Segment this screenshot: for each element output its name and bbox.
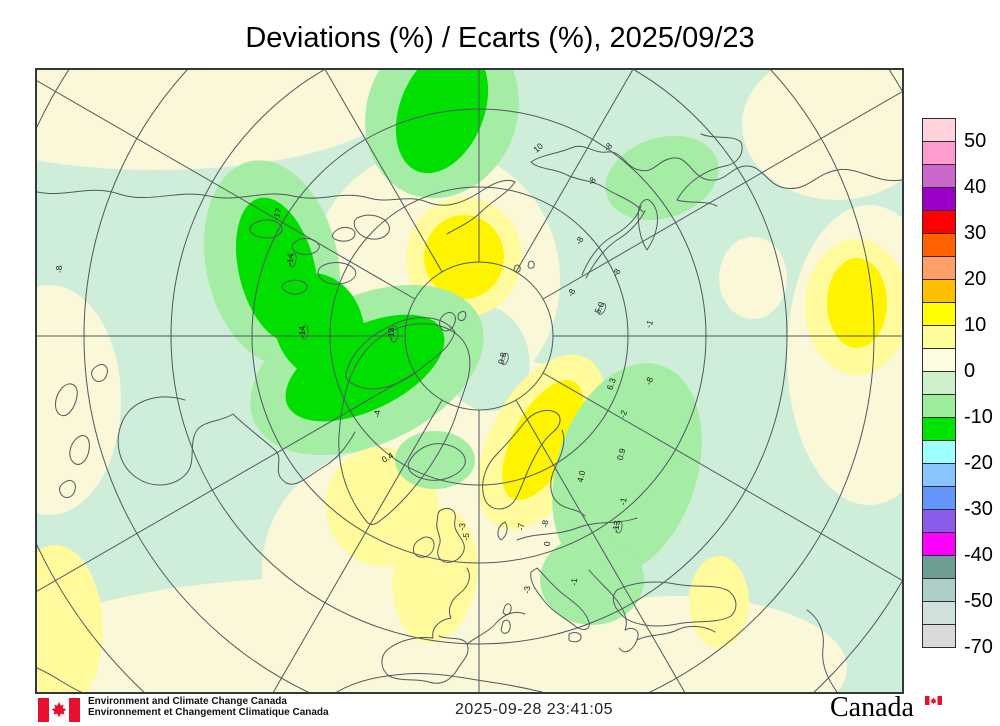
- contour-value-label: -14: [284, 253, 295, 266]
- colorbar-swatch: [922, 417, 956, 441]
- colorbar-tick-label: 0: [964, 360, 976, 382]
- contour-value-label: 0: [542, 541, 552, 547]
- colorbar-tick-label: -40: [964, 544, 993, 566]
- contour-value-label: 5.0: [592, 300, 606, 315]
- colorbar-swatch: [922, 578, 956, 602]
- generation-timestamp: 2025-09-28 23:41:05: [455, 701, 614, 718]
- colorbar-swatches: [922, 118, 1000, 648]
- meridian-line: [542, 372, 902, 581]
- colorbar-swatch: [922, 325, 956, 349]
- department-name: Environment and Climate Change Canada En…: [88, 696, 329, 718]
- colorbar-swatch: [922, 371, 956, 395]
- contour-value-label: 6.3: [604, 376, 618, 391]
- colorbar-tick-label: 30: [964, 222, 987, 244]
- footer-bar: Environment and Climate Change Canada En…: [0, 692, 1000, 726]
- meridian-line: [37, 80, 416, 300]
- meridian-line: [542, 91, 902, 300]
- contour-value-label: -13: [610, 520, 622, 534]
- fill-yellow-cores: [424, 215, 887, 500]
- colorbar-swatch: [922, 164, 956, 188]
- contour-value-label: -7: [516, 522, 527, 531]
- colorbar-tick-label: -30: [964, 498, 993, 520]
- graticule: [37, 70, 902, 692]
- colorbar-tick-label: -50: [964, 590, 993, 612]
- contour-value-label: -8: [565, 287, 577, 298]
- colorbar-tick-label: -10: [964, 406, 993, 428]
- colorbar-swatch: [922, 555, 956, 579]
- contour-value-label: 4.0: [575, 469, 587, 483]
- contour-value-label: -8: [573, 234, 586, 246]
- colorbar-swatch: [922, 509, 956, 533]
- colorbar-swatch: [922, 256, 956, 280]
- contour-value-label: -3: [457, 522, 468, 531]
- colorbar-tick-label: 40: [964, 176, 987, 198]
- colorbar-swatch: [922, 601, 956, 625]
- canada-flag-icon: [38, 698, 80, 722]
- colorbar-swatch: [922, 532, 956, 556]
- contour-value-label: -2: [617, 409, 629, 420]
- contour-value-label: -1: [643, 318, 655, 329]
- contour-rings: [289, 252, 623, 534]
- colorbar-swatch: [922, 348, 956, 372]
- contour-value-label: -5: [461, 532, 472, 541]
- colorbar-swatch: [922, 141, 956, 165]
- contour-value-label: 0.9: [615, 447, 628, 461]
- colorbar-swatch: [922, 394, 956, 418]
- wordmark-flag-icon: [925, 696, 942, 705]
- contour-value-label: -14: [297, 326, 307, 339]
- contour-value-label: -1: [617, 497, 628, 506]
- meridian-line: [515, 399, 686, 692]
- department-name-en: Environment and Climate Change Canada: [88, 696, 287, 707]
- contour-value-label: -8: [610, 266, 623, 278]
- colorbar-swatch: [922, 233, 956, 257]
- contour-value-label: -3: [522, 585, 533, 594]
- colorbar-legend: 50 40 30 20 10 0 -10 -20 -30 -40 -50 -70: [922, 118, 1000, 658]
- contour-value-label: -8: [54, 265, 65, 274]
- colorbar-swatch: [922, 440, 956, 464]
- contour-value-label: -1: [569, 577, 580, 586]
- colorbar-swatch: [922, 486, 956, 510]
- meridian-line: [515, 70, 634, 273]
- colorbar-tick-label: 20: [964, 268, 987, 290]
- deviation-map: -8 -17 -14 -14 -13 10 -8 -8 -8 -8 -8 5.0 -1 0.8 6.3 -8-…: [35, 68, 904, 694]
- meridian-line: [37, 372, 416, 592]
- colorbar-swatch: [922, 302, 956, 326]
- contour-value-label: -13: [386, 328, 396, 341]
- meridian-line: [324, 70, 443, 273]
- department-name-fr: Environnement et Changement Climatique C…: [88, 707, 329, 718]
- coastlines: [37, 133, 902, 692]
- meridian-line: [272, 399, 443, 692]
- colorbar-swatch: [922, 210, 956, 234]
- colorbar-swatch: [922, 187, 956, 211]
- contour-value-label: 0.8: [496, 351, 509, 365]
- contour-value-label: -4: [372, 410, 382, 418]
- page-title: Deviations (%) / Ecarts (%), 2025/09/23: [245, 22, 755, 54]
- colorbar-swatch: [922, 279, 956, 303]
- canada-wordmark: Canada: [830, 692, 914, 723]
- contour-value-label: -8: [643, 375, 655, 386]
- colorbar-swatch: [922, 118, 956, 142]
- colorbar-tick-label: 10: [964, 314, 987, 336]
- colorbar-tick-label: 50: [964, 130, 987, 152]
- colorbar-swatch: [922, 463, 956, 487]
- contour-value-label: -17: [271, 207, 284, 222]
- colorbar-tick-label: -20: [964, 452, 993, 474]
- colorbar-swatch: [922, 624, 956, 648]
- colorbar-tick-label: -70: [964, 636, 993, 658]
- contour-value-label: -8: [540, 519, 551, 528]
